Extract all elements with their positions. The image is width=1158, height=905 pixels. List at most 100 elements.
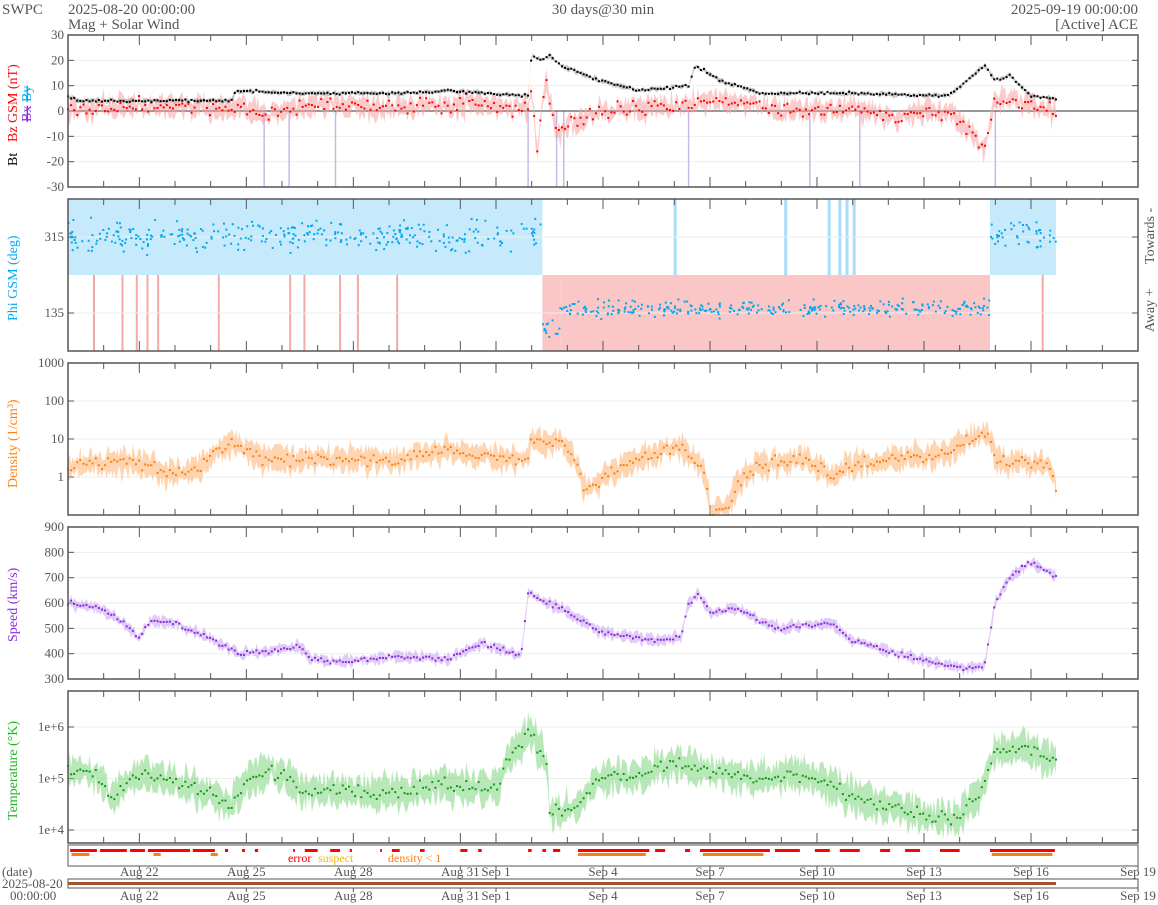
density-point	[486, 452, 489, 455]
phi-point	[748, 301, 751, 304]
density-point	[999, 460, 1002, 463]
speed-point	[792, 623, 795, 626]
phi-point	[997, 240, 1000, 243]
temperature-point	[520, 746, 523, 749]
speed-point	[85, 603, 88, 606]
y-tick-label: 300	[45, 671, 65, 686]
bz-point	[690, 107, 693, 110]
bz-point	[940, 119, 943, 122]
temperature-point	[394, 791, 397, 794]
phi-point	[274, 233, 277, 236]
temperature-point	[310, 794, 313, 797]
bt-point	[829, 92, 832, 95]
density-point	[422, 455, 425, 458]
phi-point	[964, 305, 967, 308]
bz-point	[968, 125, 971, 128]
bz-point	[715, 97, 718, 100]
speed-point	[480, 641, 483, 644]
phi-point	[757, 304, 760, 307]
bt-point	[758, 92, 761, 95]
phi-label: Phi GSM (deg)	[6, 235, 21, 321]
bz-point	[1027, 101, 1030, 104]
density-point	[381, 458, 384, 461]
phi-point	[244, 236, 247, 239]
phi-point	[673, 306, 676, 309]
density-point	[567, 450, 570, 453]
phi-point	[145, 238, 148, 241]
error-flag	[242, 849, 245, 852]
density-point	[73, 467, 76, 470]
phi-point	[582, 313, 585, 316]
speed-point	[242, 653, 245, 656]
temperature-point	[1054, 758, 1057, 761]
phi-point	[121, 244, 124, 247]
temperature-point	[474, 788, 477, 791]
phi-point	[833, 299, 836, 302]
bz-point	[693, 103, 696, 106]
bz-point	[499, 105, 502, 108]
phi-point	[388, 225, 391, 228]
density-point	[684, 449, 687, 452]
speed-point	[351, 661, 354, 664]
temperature-point	[786, 770, 789, 773]
phi-point	[887, 300, 890, 303]
bz-point	[687, 106, 690, 109]
speed-point	[662, 638, 665, 641]
bz-point	[357, 104, 360, 107]
phi-point	[228, 233, 231, 236]
phi-point	[963, 300, 966, 303]
temperature-point	[770, 778, 773, 781]
phi-point	[597, 306, 600, 309]
speed-point	[854, 641, 857, 644]
speed-point	[811, 625, 814, 628]
bz-point	[153, 107, 156, 110]
bz-point	[209, 114, 212, 117]
speed-point	[446, 658, 449, 661]
speed-point	[468, 647, 471, 650]
phi-point	[237, 248, 240, 251]
bz-point	[110, 107, 113, 110]
speed-point	[789, 625, 792, 628]
error-flag	[839, 849, 860, 852]
density-point	[236, 444, 239, 447]
density-point	[1042, 466, 1045, 469]
phi-point	[730, 304, 733, 307]
density-point	[866, 465, 869, 468]
bt-point	[709, 73, 712, 76]
temperature-point	[916, 805, 919, 808]
phi-point	[481, 244, 484, 247]
phi-point	[520, 222, 523, 225]
phi-point	[677, 298, 680, 301]
speed-point	[1045, 569, 1048, 572]
phi-point	[525, 227, 528, 230]
phi-point	[839, 303, 842, 306]
bt-point	[187, 101, 190, 104]
bt-point	[897, 93, 900, 96]
bz-point	[573, 117, 576, 120]
phi-point	[176, 220, 179, 223]
temperature-point	[292, 780, 295, 783]
phi-point	[951, 309, 954, 312]
phi-point	[222, 222, 225, 225]
density-point	[128, 457, 131, 460]
temperature-point	[147, 772, 150, 775]
density-point	[181, 471, 184, 474]
phi-point	[690, 305, 693, 308]
bt-point	[375, 92, 378, 95]
density-point	[307, 456, 310, 459]
bz-point	[119, 101, 122, 104]
phi-point	[983, 304, 986, 307]
phi-point	[991, 237, 994, 240]
bz-point	[582, 123, 585, 126]
speed-point	[131, 629, 134, 632]
speed-point	[983, 661, 986, 664]
y-tick-label: 900	[45, 519, 65, 534]
speed-point	[141, 632, 144, 635]
phi-point	[640, 307, 643, 310]
bt-point	[922, 94, 925, 97]
y-tick-label: 1	[58, 469, 65, 484]
speed-point	[221, 644, 224, 647]
density-point	[814, 465, 817, 468]
bt-point	[820, 91, 823, 94]
temperature-point	[443, 776, 446, 779]
